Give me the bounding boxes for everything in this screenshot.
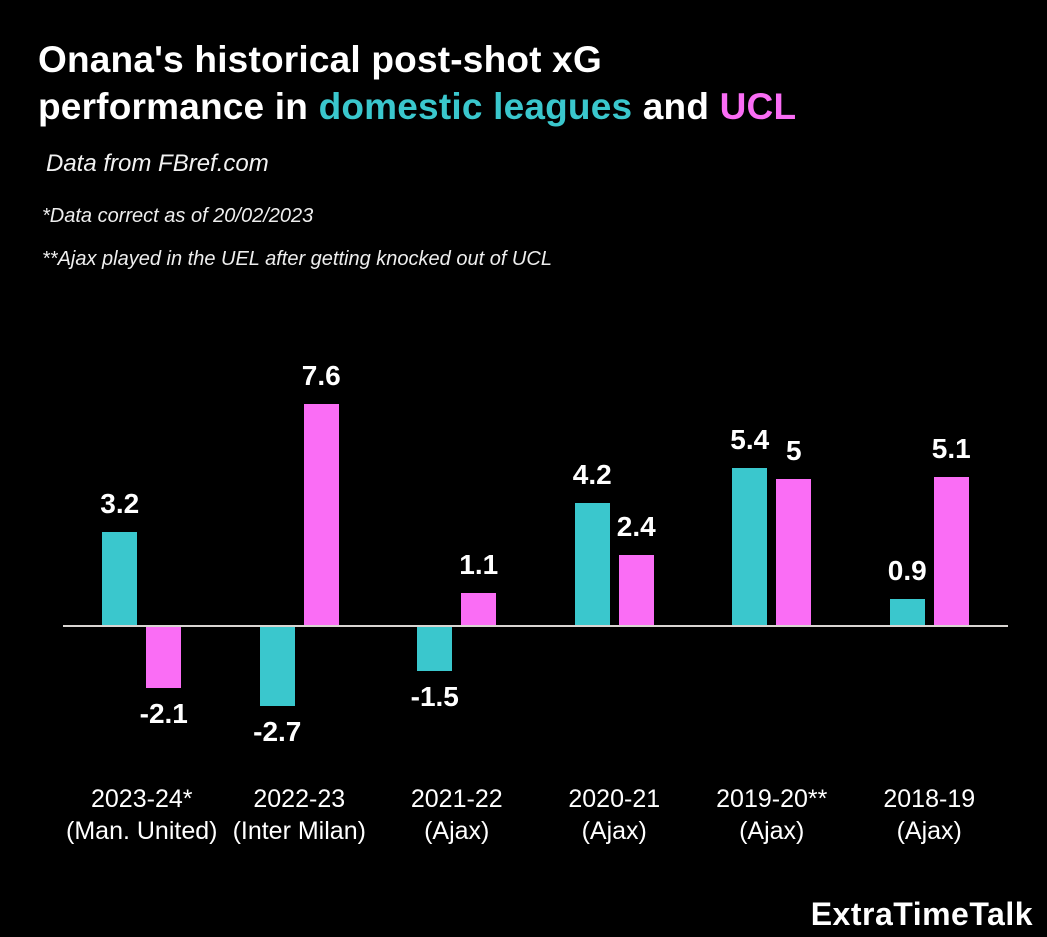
title-segment: domestic leagues — [318, 86, 633, 127]
bar-domestic-2021-22 — [417, 627, 453, 671]
bar-value-label: 5.4 — [730, 424, 770, 455]
bar-ucl-2021-22 — [461, 593, 497, 625]
title-line-2: performance in domestic leagues and UCL — [38, 83, 796, 130]
bar-value-label: 4.2 — [572, 459, 612, 490]
x-label-team: (Ajax) — [581, 817, 647, 845]
bar-ucl-2022-23 — [303, 404, 339, 625]
x-axis-labels-row: 2023-24* (Man. United) 2022-23 (Inter Milan… — [63, 783, 1008, 863]
bar-ucl-2023-24 — [146, 627, 182, 688]
x-label-season: 2022-23 — [253, 785, 346, 813]
x-label-season: 2021-22 — [410, 785, 503, 813]
x-axis-label: 2023-24* (Man. United) — [47, 783, 237, 847]
bar-domestic-2022-23 — [259, 627, 295, 706]
x-label-team: (Ajax) — [739, 817, 805, 845]
x-label-team: (Ajax) — [896, 817, 962, 845]
bar-value-label: 1.1 — [459, 549, 499, 580]
chart-area: 3.2 -2.1 -2.7 7.6 -1.5 1.1 4.2 2.4 5.4 5 0.9 5.1 — [63, 340, 1008, 790]
footnote-ajax-uel: **Ajax played in the UEL after getting k… — [42, 248, 552, 270]
title-segment: Onana's historical post-shot xG — [38, 39, 602, 80]
bar-value-label: -2.7 — [253, 716, 302, 747]
page-title: Onana's historical post-shot xG performa… — [38, 36, 796, 130]
bar-value-label: -1.5 — [410, 681, 459, 712]
data-source-subtitle: Data from FBref.com — [46, 150, 269, 177]
bar-value-label: 0.9 — [887, 555, 927, 586]
x-axis-baseline — [63, 625, 1008, 627]
x-label-season: 2018-19 — [883, 785, 976, 813]
bar-domestic-2018-19 — [889, 599, 925, 625]
bar-value-label: 3.2 — [100, 488, 140, 519]
bar-value-label: 5 — [785, 435, 802, 466]
title-segment: UCL — [719, 86, 797, 127]
x-label-team: (Inter Milan) — [232, 817, 366, 845]
x-label-season: 2023-24* — [91, 785, 193, 813]
bar-domestic-2023-24 — [102, 532, 138, 625]
x-axis-label: 2018-19 (Ajax) — [834, 783, 1024, 847]
x-label-season: 2019-20** — [716, 785, 828, 813]
footnote-data-correct: *Data correct as of 20/02/2023 — [42, 205, 314, 227]
x-label-season: 2020-21 — [568, 785, 661, 813]
title-segment: performance in — [38, 86, 319, 127]
x-label-team: (Man. United) — [66, 817, 218, 845]
x-axis-label: 2021-22 (Ajax) — [362, 783, 552, 847]
bar-domestic-2020-21 — [574, 503, 610, 625]
title-line-1: Onana's historical post-shot xG — [38, 36, 796, 83]
x-axis-label: 2019-20** (Ajax) — [677, 783, 867, 847]
bar-value-label: 2.4 — [616, 511, 656, 542]
bar-domestic-2019-20 — [732, 468, 768, 625]
x-label-team: (Ajax) — [424, 817, 490, 845]
brand-watermark: ExtraTimeTalk — [810, 896, 1033, 932]
x-axis-label: 2022-23 (Inter Milan) — [204, 783, 394, 847]
bar-value-label: 7.6 — [301, 360, 341, 391]
bar-ucl-2018-19 — [933, 477, 969, 625]
bar-ucl-2020-21 — [618, 555, 654, 625]
title-segment: and — [632, 86, 720, 127]
bar-value-label: -2.1 — [139, 698, 188, 729]
bar-ucl-2019-20 — [776, 479, 812, 625]
bar-value-label: 5.1 — [931, 433, 971, 464]
x-axis-label: 2020-21 (Ajax) — [519, 783, 709, 847]
